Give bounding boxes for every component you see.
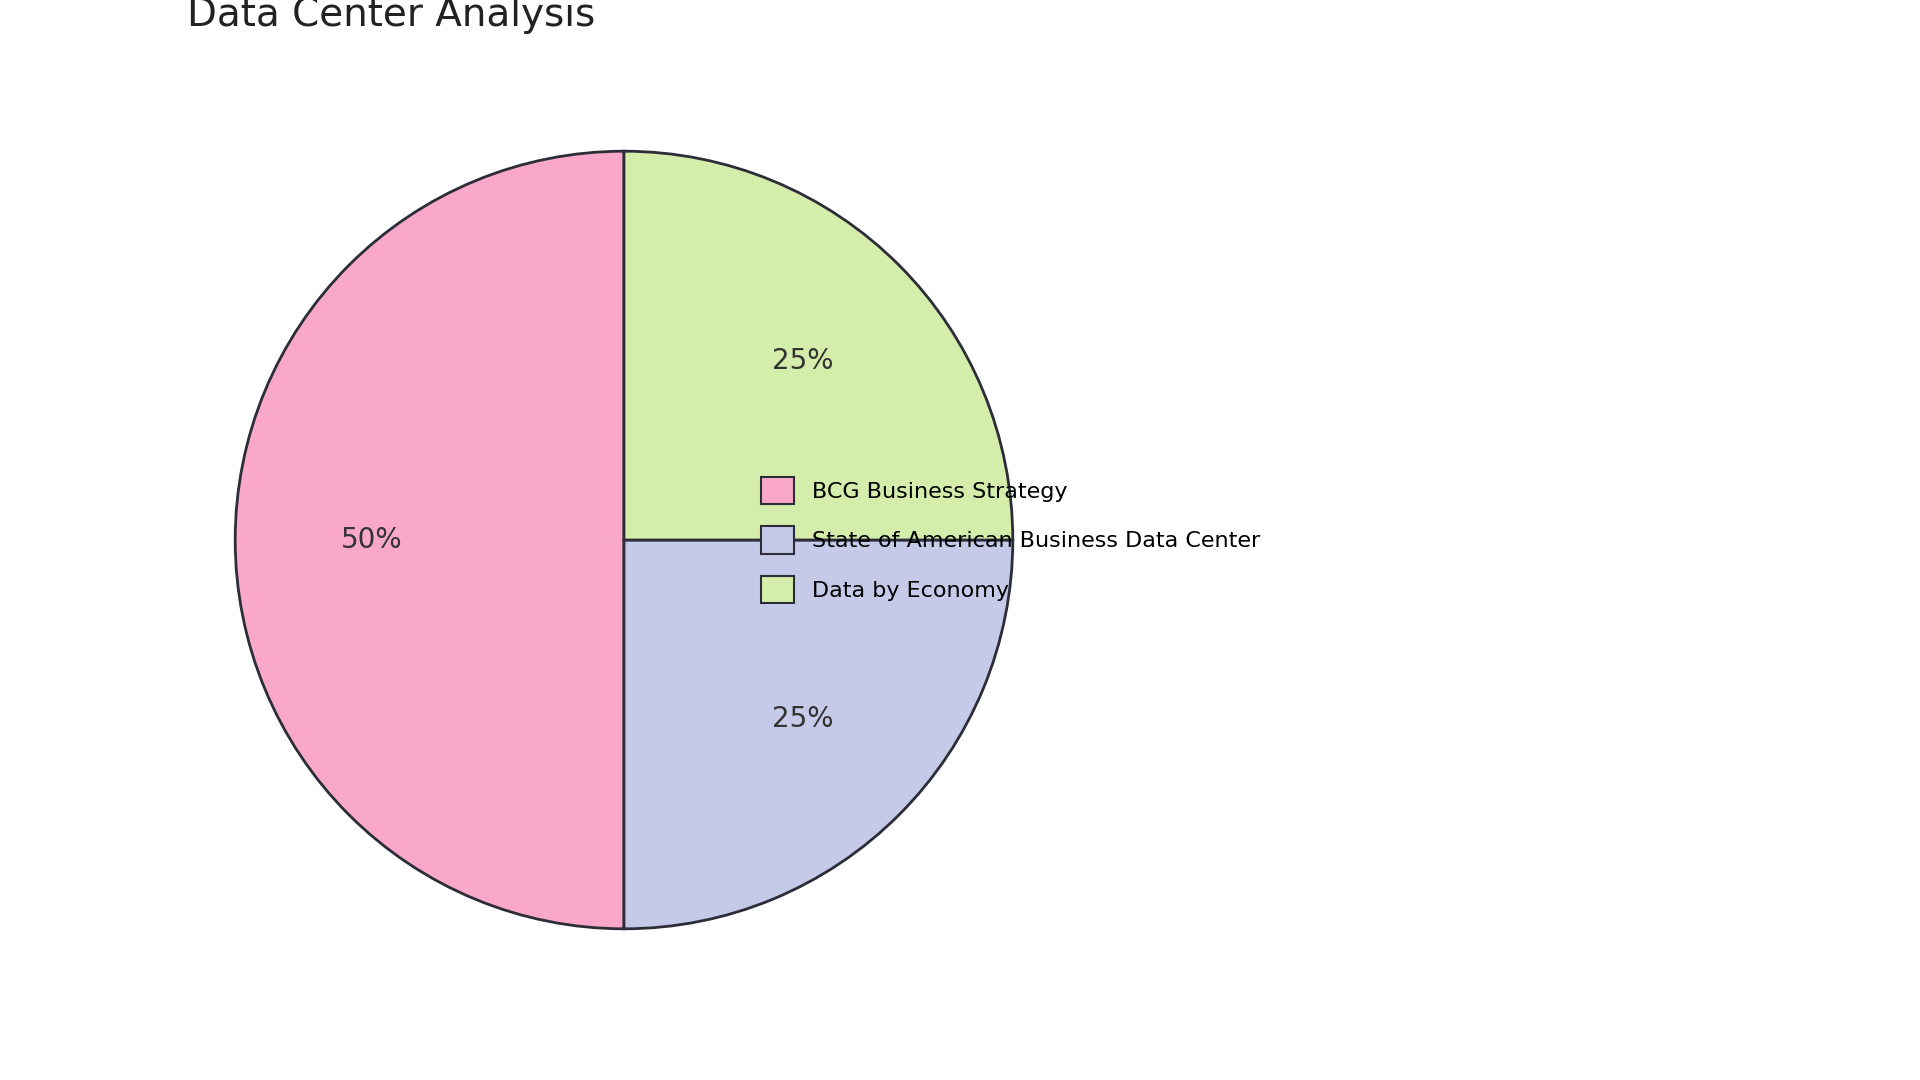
Text: 25%: 25%: [772, 704, 833, 732]
Text: 25%: 25%: [772, 348, 833, 375]
Wedge shape: [234, 151, 624, 929]
Wedge shape: [624, 540, 1014, 929]
Legend: BCG Business Strategy, State of American Business Data Center, Data by Economy: BCG Business Strategy, State of American…: [753, 469, 1269, 611]
Wedge shape: [624, 151, 1014, 540]
Text: Data Center Analysis: Data Center Analysis: [186, 0, 595, 35]
Text: 50%: 50%: [340, 526, 401, 554]
